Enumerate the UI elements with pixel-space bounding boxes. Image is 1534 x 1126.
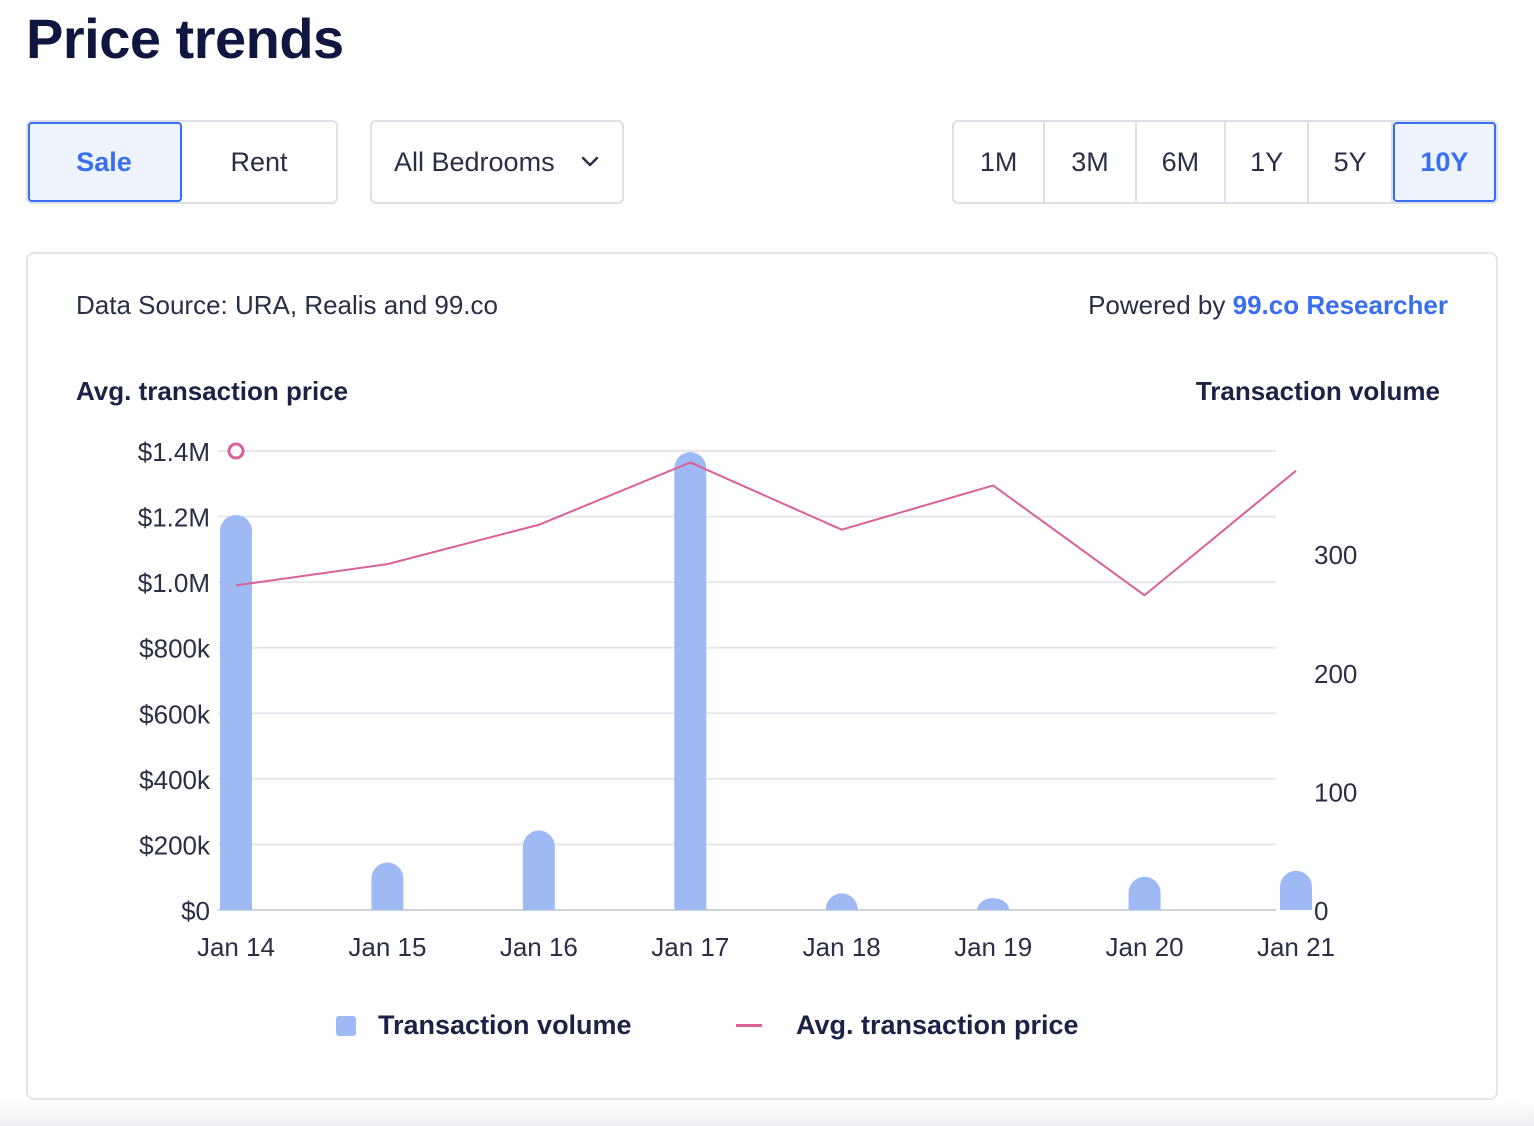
legend-label-price: Avg. transaction price (796, 1010, 1079, 1040)
y-left-tick-label: $600k (139, 699, 211, 729)
bedrooms-selected-label: All Bedrooms (394, 146, 555, 177)
powered-by: Powered by 99.co Researcher (1088, 290, 1448, 321)
data-source-text: Data Source: URA, Realis and 99.co (76, 290, 498, 320)
bottom-shade (0, 1100, 1534, 1126)
x-tick-label: Jan 16 (500, 932, 578, 962)
x-tick-label: Jan 21 (1257, 932, 1335, 962)
chart-legend: Transaction volume Avg. transaction pric… (0, 1010, 1534, 1050)
x-tick-label: Jan 20 (1106, 932, 1184, 962)
period-3m-button[interactable]: 3M (1045, 122, 1137, 202)
legend-swatch-price (736, 1024, 762, 1027)
tab-sale[interactable]: Sale (28, 122, 182, 202)
volume-bar (371, 862, 404, 910)
left-axis-title: Avg. transaction price (76, 376, 349, 406)
period-1m-button[interactable]: 1M (954, 122, 1046, 202)
tab-rent[interactable]: Rent (230, 146, 288, 177)
y-right-tick-label: 300 (1314, 540, 1357, 570)
x-tick-label: Jan 19 (954, 932, 1032, 962)
x-tick-label: Jan 15 (348, 932, 426, 962)
y-left-tick-label: $400k (139, 765, 211, 795)
bedrooms-dropdown[interactable]: All Bedrooms (370, 120, 624, 204)
volume-bar (825, 893, 858, 910)
period-1y-button[interactable]: 1Y (1226, 122, 1310, 202)
volume-bar (674, 452, 707, 910)
listing-type-toggle: Sale Rent (26, 120, 338, 204)
y-right-tick-label: 200 (1314, 659, 1357, 689)
legend-swatch-volume (336, 1015, 356, 1036)
x-tick-label: Jan 14 (197, 932, 275, 962)
legend-item-volume[interactable]: Transaction volume (336, 1010, 632, 1041)
y-left-tick-label: $1.0M (138, 568, 210, 598)
y-left-tick-label: $1.4M (138, 437, 210, 467)
price-line (235, 461, 1297, 597)
y-left-tick-label: $0 (181, 896, 210, 926)
researcher-link[interactable]: 99.co Researcher (1232, 290, 1448, 320)
period-toggle: 1M 3M 6M 1Y 5Y 10Y (952, 120, 1498, 204)
period-5y-button[interactable]: 5Y (1309, 122, 1393, 202)
volume-bar (220, 515, 252, 910)
y-right-tick-label: 0 (1314, 896, 1328, 926)
volume-bar (1128, 876, 1161, 910)
y-left-tick-label: $800k (139, 634, 211, 664)
legend-item-price[interactable]: Avg. transaction price (736, 1010, 1079, 1041)
period-10y-button[interactable]: 10Y (1392, 122, 1496, 202)
right-axis-title: Transaction volume (1195, 376, 1440, 406)
y-left-tick-label: $200k (139, 830, 211, 860)
x-tick-label: Jan 18 (803, 932, 881, 962)
volume-bar (522, 830, 555, 910)
price-volume-chart: $0 $200k $400k $600k $800k $1.0M $1.2M $1.4M 0 10… (138, 437, 1358, 962)
volume-bar (977, 898, 1010, 910)
page-title: Price trends (26, 7, 344, 70)
y-right-tick-label: 100 (1314, 777, 1357, 807)
y-left-tick-label: $1.2M (138, 503, 210, 533)
volume-bar (1280, 870, 1312, 910)
price-marker (227, 442, 245, 460)
powered-by-label: Powered by (1088, 290, 1226, 320)
legend-label-volume: Transaction volume (378, 1010, 632, 1040)
chevron-down-icon (581, 156, 599, 167)
price-trends-card (26, 252, 1498, 1100)
period-6m-button[interactable]: 6M (1137, 122, 1226, 202)
x-tick-label: Jan 17 (651, 932, 729, 962)
